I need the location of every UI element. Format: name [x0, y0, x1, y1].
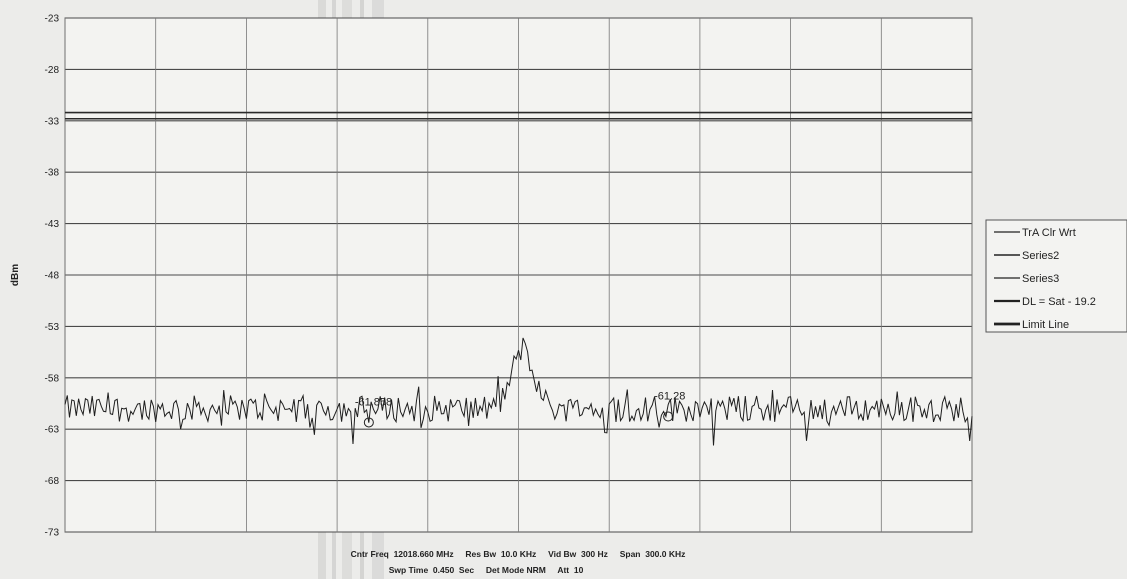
y-tick-10: -73: [45, 528, 60, 539]
y-tick-9: -68: [45, 476, 60, 487]
footer-settings-line1: Cntr Freq 12018.660 MHz Res Bw 10.0 KHz …: [351, 549, 686, 559]
marker-1-label: -61.858: [355, 396, 392, 408]
legend-label-3: DL = Sat - 19.2: [1022, 296, 1096, 308]
y-tick-0: -23: [45, 14, 60, 25]
y-tick-4: -43: [45, 219, 60, 230]
marker-2-label: -61.28: [654, 391, 685, 403]
y-axis-title: dBm: [10, 264, 21, 286]
y-tick-2: -33: [45, 116, 60, 127]
legend-label-0: TrA Clr Wrt: [1022, 227, 1076, 239]
gridlines: [64, 17, 973, 533]
y-tick-labels: -23 -28 -33 -38 -43 -48 -53 -58 -63 -68 -73: [45, 14, 60, 539]
footer-settings-line2: Swp Time 0.450 Sec Det Mode NRM Att 10: [389, 565, 584, 575]
limit-lines: [65, 111, 972, 120]
legend-label-1: Series2: [1022, 250, 1059, 262]
y-tick-7: -58: [45, 373, 60, 384]
legend: TrA Clr Wrt Series2 Series3 DL = Sat - 19.2…: [985, 219, 1127, 333]
trace-line-group: [64, 337, 973, 446]
y-tick-3: -38: [45, 168, 60, 179]
y-tick-8: -63: [45, 425, 60, 436]
y-tick-1: -28: [45, 65, 60, 76]
y-tick-5: -48: [45, 271, 60, 282]
marker-1-symbol: [363, 417, 374, 428]
y-tick-6: -53: [45, 322, 60, 333]
legend-box: [985, 219, 1127, 333]
marker-2-symbol: [663, 411, 674, 422]
markers: -61.858 -61.28: [355, 391, 685, 428]
legend-label-2: Series3: [1022, 273, 1059, 285]
trace-line: [64, 337, 973, 446]
legend-label-4: Limit Line: [1022, 319, 1069, 331]
